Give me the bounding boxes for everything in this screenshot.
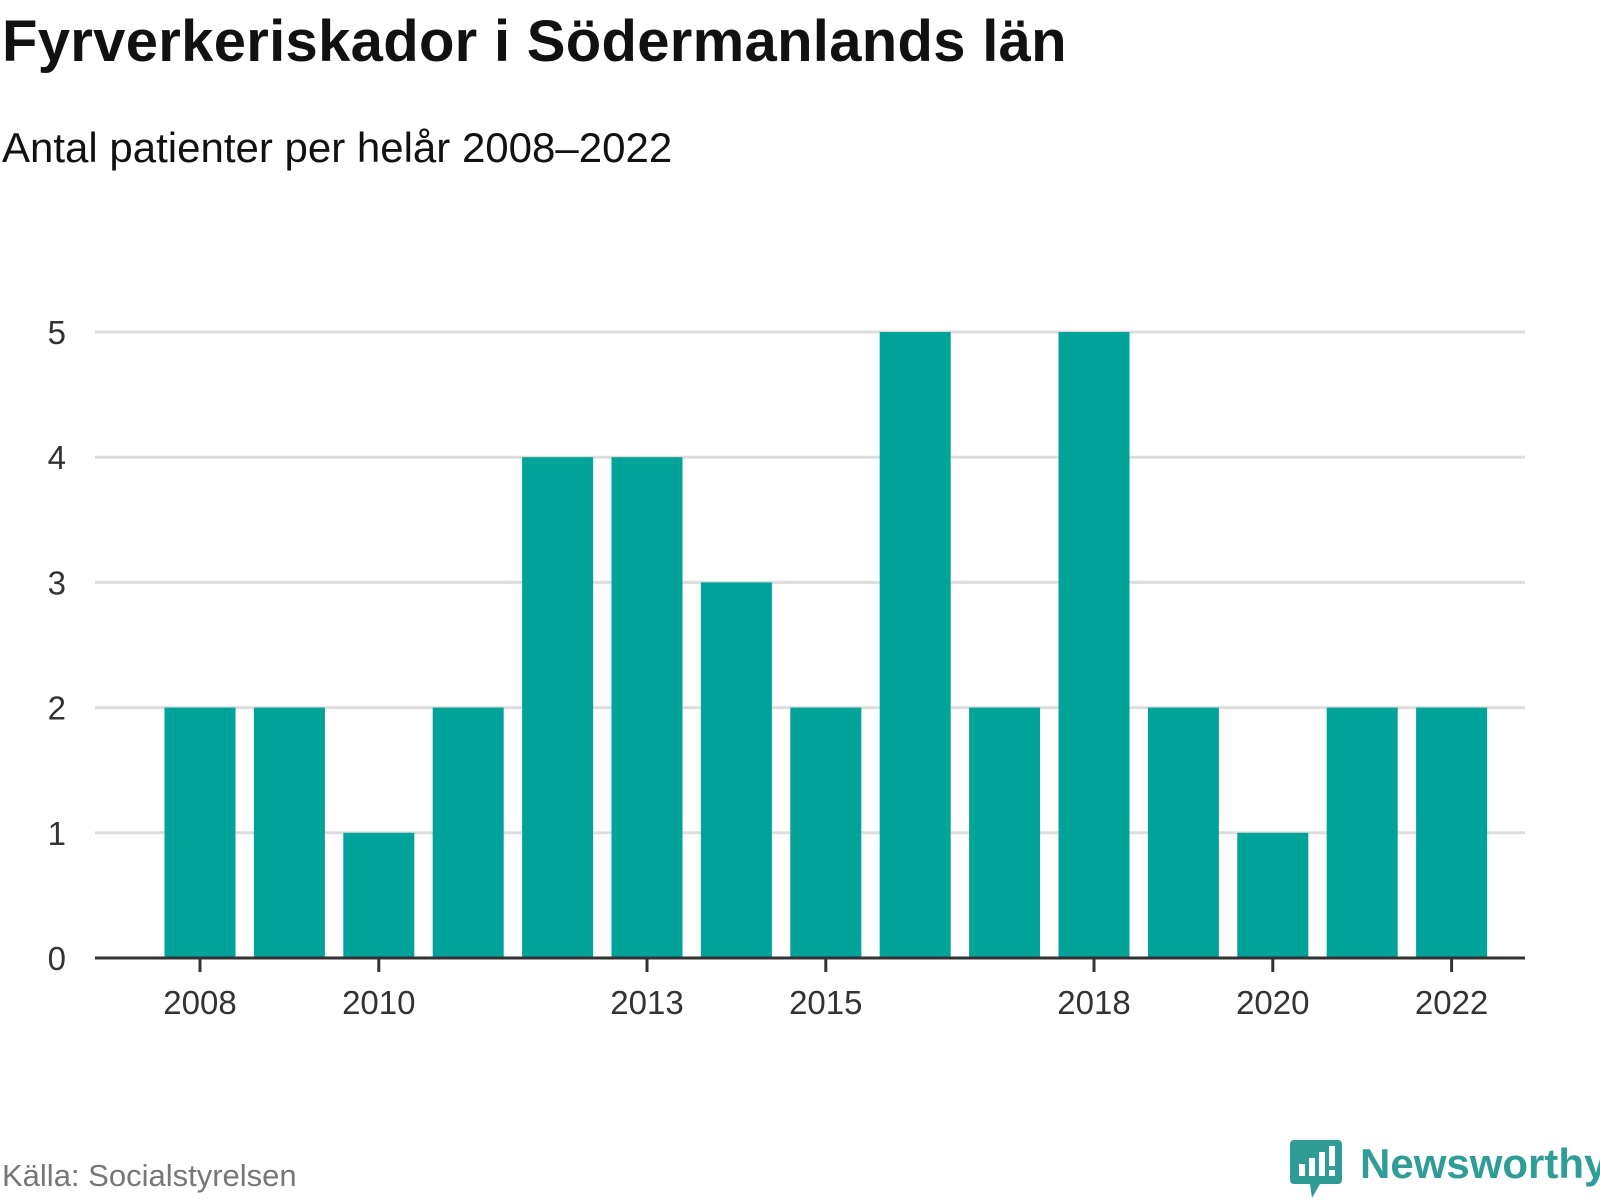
bar-2021 — [1326, 707, 1398, 958]
y-tick-label: 1 — [48, 815, 66, 852]
chart-title: Fyrverkeriskador i Södermanlands län — [2, 9, 1067, 74]
bar-2015 — [790, 707, 862, 958]
bar-2011 — [432, 707, 504, 958]
bar-2016 — [879, 332, 951, 958]
x-tick-label: 2015 — [789, 984, 862, 1021]
bar-2008 — [164, 707, 236, 958]
x-tick-label: 2010 — [342, 984, 415, 1021]
bar-2009 — [253, 707, 325, 958]
bar-2017 — [969, 707, 1041, 958]
bar-2013 — [611, 457, 683, 958]
x-tick-label: 2008 — [163, 984, 236, 1021]
bar-2019 — [1147, 707, 1219, 958]
y-tick-label: 5 — [48, 314, 66, 351]
bars — [164, 332, 1488, 958]
y-tick-label: 2 — [48, 690, 66, 727]
bar-2022 — [1416, 707, 1488, 958]
bar-2010 — [343, 832, 415, 958]
x-tick-label: 2013 — [610, 984, 683, 1021]
source-note: Källa: Socialstyrelsen — [2, 1158, 297, 1193]
y-tick-label: 3 — [48, 564, 66, 601]
x-tick-label: 2018 — [1057, 984, 1130, 1021]
bar-2018 — [1058, 332, 1130, 958]
y-tick-label: 4 — [48, 439, 66, 476]
bar-chart: 0 1 2 3 4 5 2008 2010 2013 2015 2018 2020 2022 — [48, 314, 1525, 1021]
chart-subtitle: Antal patienter per helår 2008–2022 — [2, 124, 673, 171]
y-axis-labels: 0 1 2 3 4 5 — [48, 314, 66, 977]
bar-2020 — [1237, 832, 1309, 958]
newsworthy-logo-icon — [1290, 1140, 1342, 1198]
x-axis: 2008 2010 2013 2015 2018 2020 2022 — [95, 956, 1525, 1021]
x-tick-label: 2022 — [1415, 984, 1488, 1021]
brand-name: Newsworthy — [1360, 1140, 1600, 1187]
y-tick-label: 0 — [48, 940, 66, 977]
brand: Newsworthy — [1290, 1140, 1600, 1200]
bar-2012 — [522, 457, 594, 958]
x-tick-label: 2020 — [1236, 984, 1309, 1021]
bar-2014 — [700, 582, 772, 958]
